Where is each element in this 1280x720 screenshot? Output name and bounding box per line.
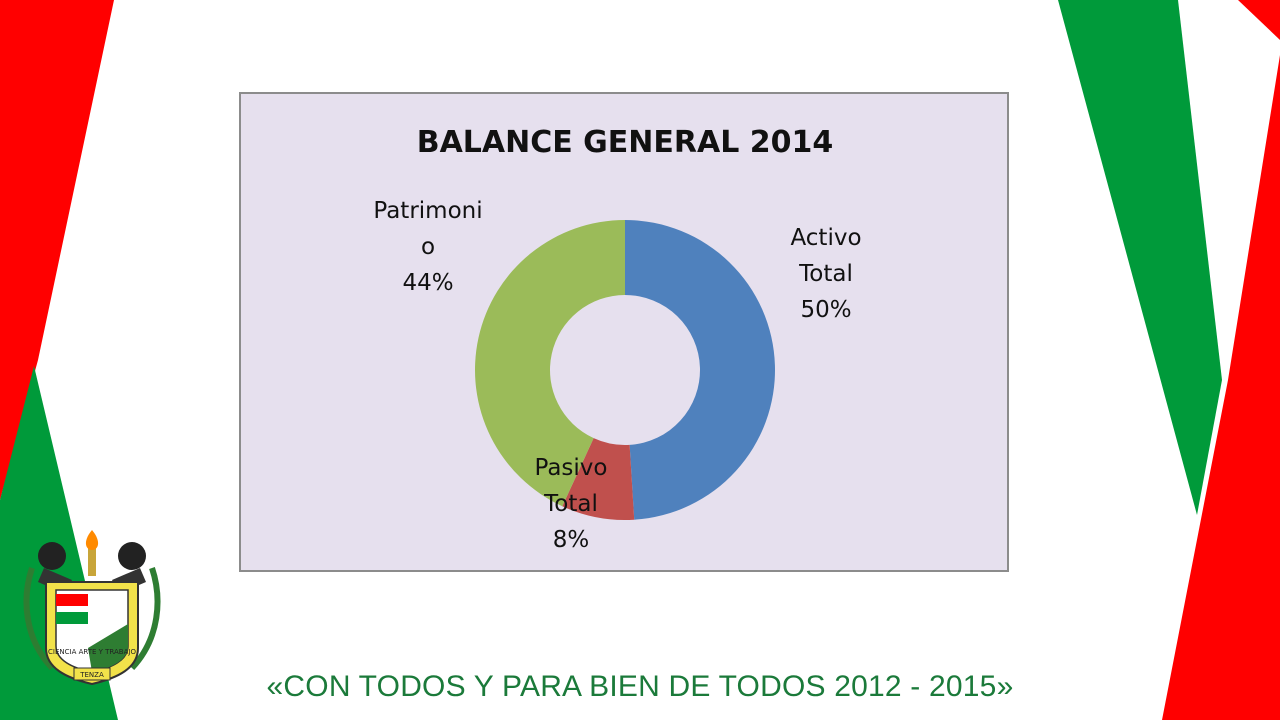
slogan-text: «CON TODOS Y PARA BIEN DE TODOS 2012 - 2… — [266, 670, 1014, 703]
right-red-stripe — [1162, 55, 1280, 720]
emblem-place-text: TENZA — [79, 671, 104, 679]
data-labels: Activo Total 50% Pasivo Total 8% Patrimoni o 44% — [373, 198, 861, 553]
data-label-pasivo-total: Pasivo Total 8% — [535, 455, 608, 553]
data-label-activo-total: Activo Total 50% — [790, 225, 861, 323]
donut-chart: BALANCE GENERAL 2014 Activo Total 50% Pasiv… — [373, 125, 861, 553]
right-green-stripe — [1058, 0, 1222, 515]
donut-slice-pasivo-total — [562, 438, 635, 520]
left-red-stripe — [0, 0, 114, 500]
data-label-patrimonio: Patrimoni o 44% — [373, 198, 482, 296]
donut-slice-activo-total — [625, 220, 775, 520]
municipal-coat-of-arms-icon: CIENCIA ARTE Y TRABAJO TENZA — [23, 530, 161, 686]
right-red-stripe-top — [1238, 0, 1280, 40]
donut-slices — [474, 220, 775, 520]
donut-slice-patrimonio — [474, 220, 625, 507]
emblem-motto-text: CIENCIA ARTE Y TRABAJO — [48, 648, 136, 656]
chart-area: BALANCE GENERAL 2014 Activo Total 50% Pasiv… — [239, 92, 1009, 572]
chart-title: BALANCE GENERAL 2014 — [417, 125, 834, 160]
